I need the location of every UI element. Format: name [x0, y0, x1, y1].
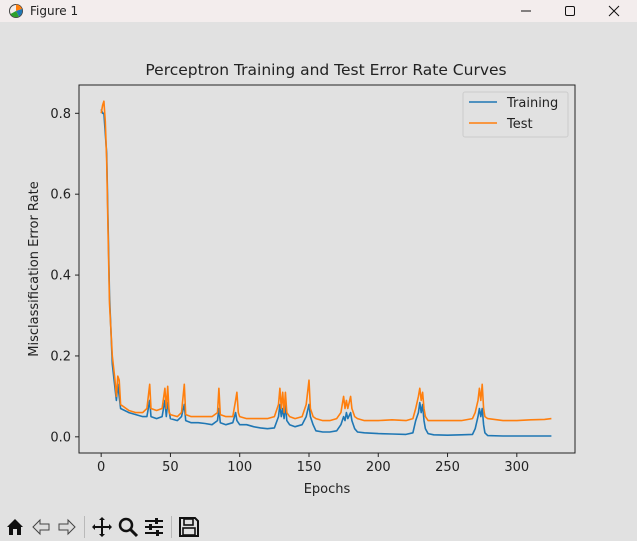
y-axis-label: Misclassification Error Rate: [27, 181, 42, 356]
subplots-icon: [145, 517, 163, 536]
subplots-button[interactable]: [141, 514, 167, 540]
y-tick-label: 0.0: [50, 430, 71, 445]
legend-box: [462, 91, 569, 138]
maximize-button[interactable]: [547, 0, 593, 22]
x-tick-label: 300: [504, 460, 529, 475]
save-button[interactable]: [176, 514, 202, 540]
minimize-button[interactable]: [503, 0, 549, 22]
x-axis-label: Epochs: [304, 482, 351, 497]
pan-icon: [92, 516, 112, 537]
back-icon: [32, 518, 50, 535]
y-tick-label: 0.2: [50, 349, 71, 364]
matplotlib-figure-icon: [9, 4, 23, 18]
window-title: Figure 1: [30, 4, 79, 18]
x-tick-label: 50: [162, 460, 179, 475]
y-tick-label: 0.4: [50, 269, 71, 284]
y-axis: 0.0 0.2 0.4 0.6 0.8: [50, 107, 79, 445]
series-line-test: [100, 100, 552, 422]
toolbar-separator: [171, 515, 172, 538]
home-button[interactable]: [2, 514, 28, 540]
x-tick-label: 0: [97, 460, 105, 475]
legend: Training Test: [462, 91, 569, 138]
navigation-toolbar: [0, 512, 637, 541]
y-tick-label: 0.8: [50, 107, 71, 122]
forward-button[interactable]: [54, 514, 80, 540]
x-tick-label: 150: [297, 460, 322, 475]
maximize-icon: [565, 6, 575, 16]
plot-lines: [100, 100, 552, 437]
x-tick-label: 100: [227, 460, 252, 475]
figure-canvas: Perceptron Training and Test Error Rate …: [27, 61, 576, 497]
home-icon: [7, 518, 23, 535]
save-icon: [179, 516, 199, 537]
x-tick-label: 200: [366, 460, 391, 475]
x-tick-label: 250: [435, 460, 460, 475]
toolbar-separator: [84, 515, 85, 538]
close-icon: [608, 5, 620, 17]
legend-label-test: Test: [506, 117, 533, 132]
x-axis: 0 50 100 150 200 250 300: [97, 453, 529, 475]
zoom-icon: [118, 517, 139, 537]
axes-frame: [78, 84, 576, 454]
close-button[interactable]: [591, 0, 637, 22]
zoom-button[interactable]: [115, 514, 141, 540]
chart-title: Perceptron Training and Test Error Rate …: [145, 61, 506, 79]
window-titlebar: Figure 1: [0, 0, 637, 22]
forward-icon: [58, 518, 76, 535]
legend-label-training: Training: [506, 96, 558, 111]
y-tick-label: 0.6: [50, 188, 71, 203]
back-button[interactable]: [28, 514, 54, 540]
minimize-icon: [521, 10, 531, 12]
pan-button[interactable]: [89, 514, 115, 540]
series-line-training: [100, 109, 552, 437]
